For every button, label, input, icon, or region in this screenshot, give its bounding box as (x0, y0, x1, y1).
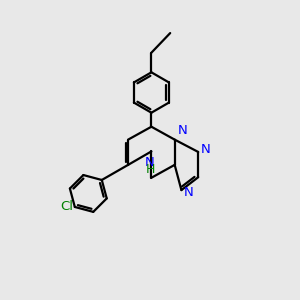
Text: N: N (145, 156, 155, 169)
Text: H: H (145, 163, 155, 176)
Text: N: N (184, 186, 194, 199)
Text: Cl: Cl (60, 200, 74, 213)
Text: N: N (201, 143, 211, 156)
Text: N: N (178, 124, 188, 137)
